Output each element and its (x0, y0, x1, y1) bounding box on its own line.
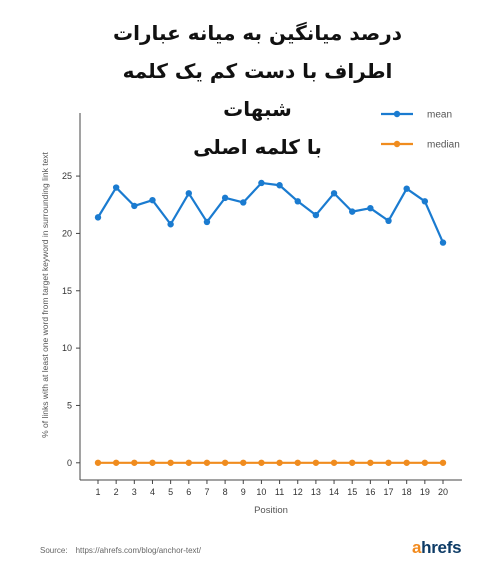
series-point-mean (94, 214, 102, 221)
x-tick-label: 8 (223, 487, 228, 497)
series-point-median (312, 459, 320, 466)
series-point-median (258, 459, 265, 466)
x-tick-label: 6 (186, 487, 191, 497)
x-tick-label: 1 (95, 487, 100, 497)
series-point-mean (258, 179, 265, 187)
series-point-mean (276, 182, 283, 189)
series-point-mean (439, 239, 447, 246)
series-point-median (203, 459, 211, 466)
legend-label-median: median (427, 140, 460, 151)
series-point-mean (421, 198, 429, 205)
chart-title: درصد میانگین به میانه عبارات اطراف با دس… (100, 14, 415, 166)
series-point-mean (167, 221, 174, 228)
y-tick-label: 5 (67, 400, 72, 410)
x-tick-label: 14 (329, 487, 339, 497)
x-tick-label: 2 (114, 487, 119, 497)
y-tick-label: 25 (62, 171, 72, 181)
series-point-median (349, 459, 356, 466)
chart-legend: mean median (381, 110, 460, 151)
series-point-mean (294, 198, 301, 205)
source-url[interactable]: https://ahrefs.com/blog/anchor-text/ (75, 546, 201, 555)
series-point-mean (367, 204, 374, 212)
legend-marker-median (393, 140, 401, 148)
y-tick-label: 20 (62, 228, 72, 238)
series-point-median (385, 459, 392, 466)
logo-letters: hrefs (421, 538, 462, 557)
series-point-median (421, 459, 429, 466)
chart-series (94, 179, 447, 466)
series-point-mean (185, 190, 192, 197)
legend-marker-mean (393, 110, 401, 118)
series-point-median (94, 459, 102, 466)
series-point-mean (330, 190, 338, 197)
chart-title-line-2: اطراف با دست کم یک کلمه شبهات (122, 59, 393, 121)
x-tick-label: 10 (256, 487, 266, 497)
series-point-median (439, 459, 447, 466)
x-tick-label: 16 (365, 487, 375, 497)
y-tick-label: 10 (62, 343, 72, 353)
series-point-median (131, 459, 138, 466)
series-point-median (149, 459, 156, 466)
legend-label-mean: mean (427, 110, 452, 121)
y-tick-label: 15 (62, 286, 72, 296)
x-tick-label: 3 (132, 487, 137, 497)
series-point-median (403, 459, 410, 466)
series-point-mean (221, 194, 229, 202)
series-point-median (185, 459, 192, 466)
series-point-mean (112, 184, 120, 191)
series-point-mean (403, 185, 410, 192)
series-point-mean (203, 218, 211, 226)
series-line-mean (97, 181, 445, 244)
x-tick-label: 18 (402, 487, 412, 497)
series-point-median (294, 459, 301, 466)
series-point-mean (385, 217, 392, 225)
x-tick-label: 15 (347, 487, 357, 497)
logo-letter-a: a (412, 538, 422, 557)
x-tick-label: 12 (293, 487, 303, 497)
series-point-mean (131, 202, 138, 210)
series-point-mean (240, 199, 247, 206)
source-note: Source: https://ahrefs.com/blog/anchor-te… (40, 546, 209, 555)
x-tick-label: 17 (384, 487, 394, 497)
x-tick-label: 13 (311, 487, 321, 497)
y-axis-ticks: 0 5 10 15 20 25 (62, 171, 80, 468)
series-point-median (112, 459, 120, 466)
ahrefs-logo: ahrefs (412, 538, 462, 558)
series-point-median (276, 459, 283, 466)
y-axis-label: % of links with at least one word from t… (40, 151, 50, 437)
x-tick-label: 7 (204, 487, 209, 497)
x-tick-label: 4 (150, 487, 155, 497)
x-axis-ticks: 1 2 3 4 5 6 7 8 9 10 11 12 13 14 15 16 17 18 19 20 (95, 480, 448, 497)
series-point-mean (149, 196, 156, 204)
series-point-median (221, 459, 229, 466)
x-axis-label: Position (254, 505, 288, 516)
x-tick-label: 5 (168, 487, 173, 497)
series-point-mean (349, 208, 356, 215)
x-tick-label: 9 (241, 487, 246, 497)
y-tick-label: 0 (67, 458, 72, 468)
x-tick-label: 19 (420, 487, 430, 497)
series-point-median (367, 459, 374, 466)
series-point-median (330, 459, 338, 466)
chart-title-line-3: با کلمه اصلی (193, 135, 322, 159)
chart-axes (79, 113, 462, 481)
x-tick-label: 20 (438, 487, 448, 497)
series-point-median (240, 459, 247, 466)
x-tick-label: 11 (275, 487, 284, 497)
source-label: Source: (40, 546, 68, 555)
series-point-median (167, 459, 174, 466)
chart-title-line-1: درصد میانگین به میانه عبارات (112, 21, 402, 45)
series-point-mean (312, 211, 320, 219)
